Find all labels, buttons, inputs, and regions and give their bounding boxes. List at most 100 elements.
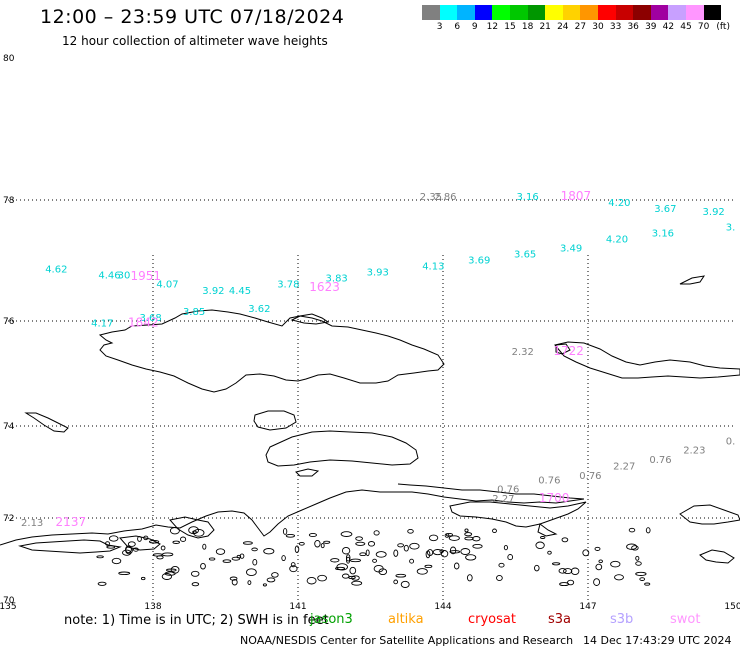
colorbar-unit: (ft): [716, 22, 730, 32]
colorbar-swatch: [439, 5, 458, 20]
lake: [639, 577, 646, 581]
lake: [263, 548, 275, 555]
lake: [341, 546, 351, 555]
lake: [170, 565, 180, 574]
lake: [351, 580, 363, 586]
wave-height-label: 2.27: [492, 494, 514, 505]
wave-height-label: 2.27: [613, 462, 635, 473]
longitude-tick-label: 144: [434, 602, 451, 612]
wave-height-label: 2.23: [683, 446, 705, 457]
colorbar-swatch: [474, 5, 493, 20]
latitude-tick-label: 72: [3, 514, 14, 524]
legend-item-jason3: jason3: [310, 612, 353, 627]
lake: [289, 565, 298, 573]
longitude-tick-label: 135: [0, 602, 17, 612]
wave-height-label: 3.16: [516, 192, 538, 203]
lake: [340, 531, 353, 537]
lake: [375, 551, 387, 558]
colorbar-swatch: [562, 5, 581, 20]
lake: [180, 536, 187, 542]
lakes: [96, 526, 651, 588]
lake: [551, 562, 561, 566]
wave-height-label: 3.68: [139, 313, 161, 324]
lake: [229, 576, 238, 581]
track-id-label: 1700: [539, 491, 570, 505]
lake: [400, 580, 410, 588]
lake: [444, 533, 450, 538]
lake: [610, 560, 621, 568]
colorbar-labels: 3 6 9 12 15 18 21 24 27 30 33 36 39 42 45 70 (ft): [422, 22, 740, 34]
lake: [298, 541, 305, 546]
colorbar-label: 18: [521, 22, 534, 32]
colorbar-swatch: [492, 5, 510, 20]
graticule: [8, 199, 733, 600]
colorbar-swatch: [580, 5, 598, 20]
lake: [236, 554, 242, 559]
lake: [348, 575, 356, 580]
lake: [349, 558, 362, 563]
lake: [294, 545, 300, 554]
lake: [306, 576, 317, 585]
lake: [373, 530, 380, 536]
wave-height-label: 3.85: [183, 307, 205, 318]
lake: [355, 536, 363, 541]
lake: [403, 544, 409, 552]
lake: [351, 575, 360, 581]
lake: [215, 548, 226, 555]
lake: [372, 558, 378, 563]
wave-height-label: 4.17: [91, 318, 113, 329]
footer-timestamp: 14 Dec 17:43:29 UTC 2024: [583, 634, 732, 647]
wave-height-label: 0.76: [649, 455, 671, 466]
lake: [635, 561, 642, 566]
colorbar-label: 12: [486, 22, 499, 32]
wave-height-label: 3.62: [248, 304, 270, 315]
lake: [460, 548, 471, 555]
lake: [465, 554, 477, 561]
lake: [336, 563, 348, 571]
colorbar-label: 3: [436, 22, 443, 32]
colorbar-swatch: [633, 5, 651, 20]
colorbar-label: 6: [454, 22, 461, 32]
colorbar-label: 9: [471, 22, 478, 32]
wave-height-label: 4.07: [156, 280, 178, 291]
colorbar-swatch: [597, 5, 616, 20]
lake: [160, 545, 166, 551]
lake: [644, 582, 651, 586]
wave-height-label: 30: [118, 271, 131, 282]
colorbar-swatch: [457, 5, 475, 20]
longitude-labels: 135 138 141 144 147 150: [0, 602, 740, 612]
colorbar-label: 42: [662, 22, 675, 32]
wave-height-label: 2.32: [512, 347, 534, 358]
lake: [346, 556, 351, 564]
lake: [161, 573, 173, 580]
colorbar-swatch: [650, 5, 669, 20]
lake: [148, 539, 160, 544]
lake: [365, 549, 370, 557]
lake: [222, 559, 232, 563]
latitude-labels: 80 78 76 74 72 70: [3, 54, 15, 606]
note-text: note: 1) Time is in UTC; 2) SWH is in fe…: [64, 613, 329, 628]
lake: [393, 579, 399, 585]
wave-height-label: 3.65: [514, 249, 536, 260]
lake: [378, 568, 388, 576]
lake: [507, 554, 514, 561]
lake: [290, 562, 296, 568]
lake: [172, 540, 180, 544]
colorbar-swatch: [509, 5, 528, 20]
page-subtitle: 12 hour collection of altimeter wave hei…: [62, 34, 328, 48]
lake: [397, 543, 404, 548]
lake: [409, 558, 415, 564]
lake: [252, 558, 258, 566]
lake: [143, 535, 149, 541]
wave-height-label: 4.45: [229, 286, 251, 297]
lake: [169, 527, 180, 535]
lake: [161, 552, 174, 557]
lake: [191, 582, 200, 587]
colorbar-swatch: [545, 5, 563, 20]
lake: [626, 543, 638, 550]
wave-height-label: 4.13: [422, 262, 444, 273]
latitude-tick-label: 74: [3, 422, 15, 432]
wave-height-label: 3.92: [703, 207, 725, 218]
lake: [540, 536, 546, 539]
